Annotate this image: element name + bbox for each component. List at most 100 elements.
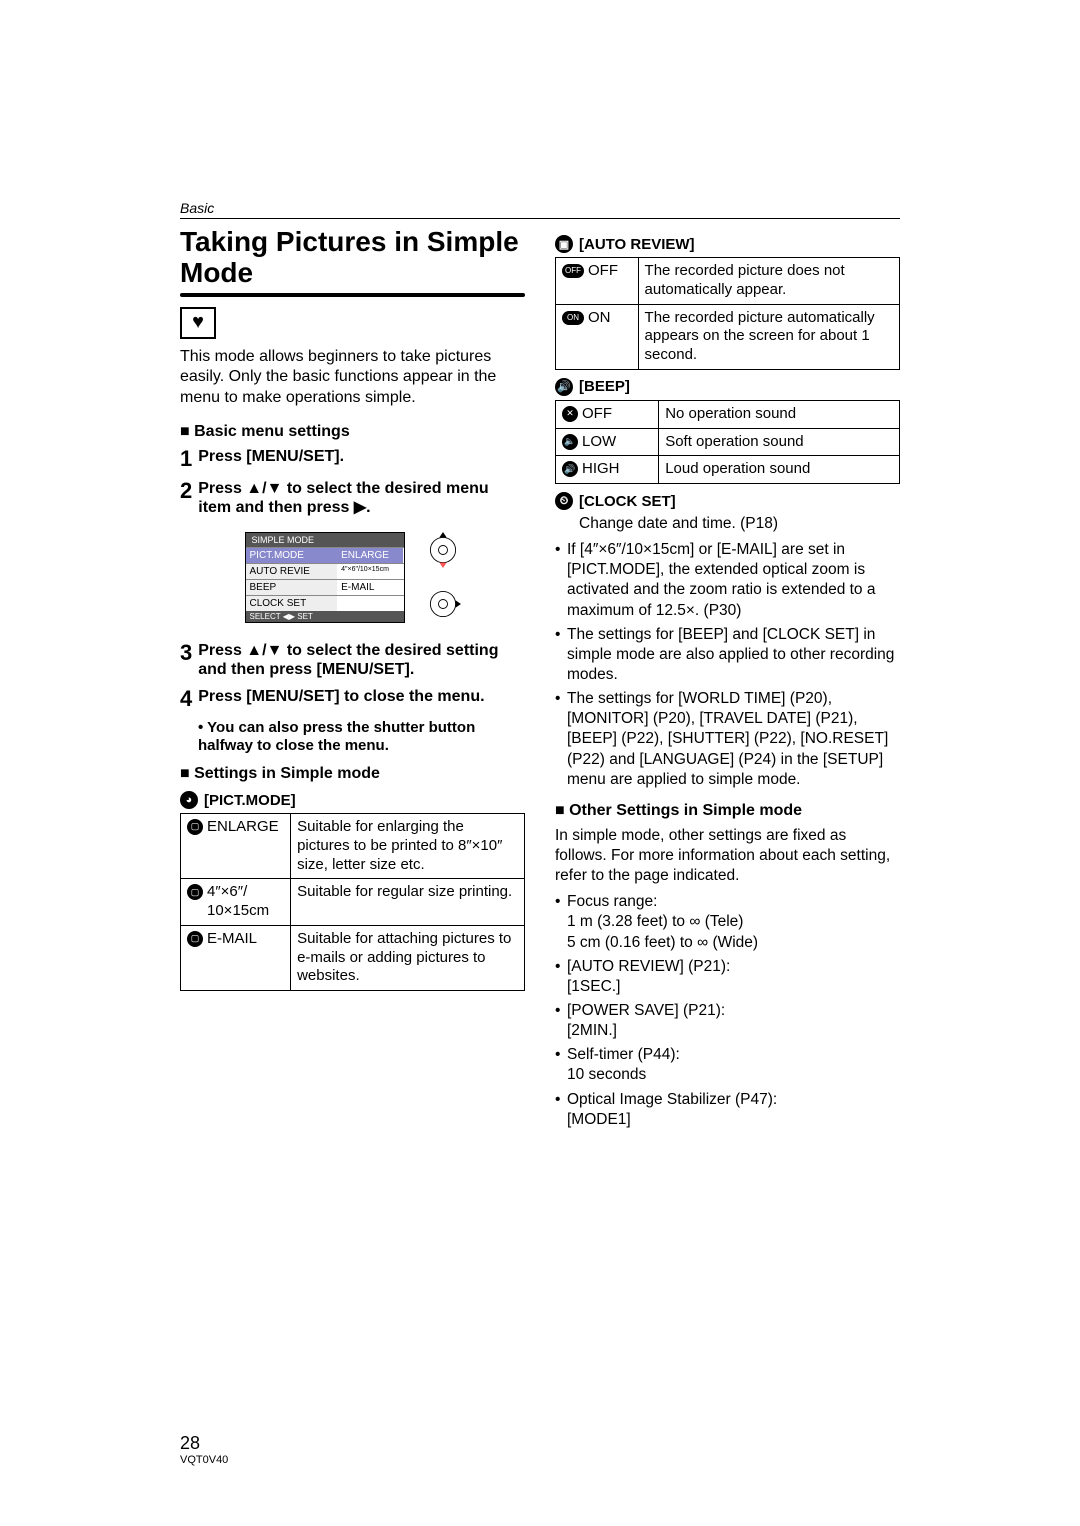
settings-heading: Settings in Simple mode (180, 765, 525, 783)
bullet-item: Focus range: 1 m (3.28 feet) to ∞ (Tele)… (555, 892, 900, 952)
beep-row1-name: LOW (582, 433, 616, 452)
step-text-4: Press [MENU/SET] to close the menu. (198, 687, 484, 706)
bullet-item: If [4″×6″/10×15cm] or [E-MAIL] are set i… (555, 540, 900, 621)
beep-row2-name: HIGH (582, 460, 620, 479)
lcd-left-2: BEEP (246, 580, 338, 595)
bullet-item: Self-timer (P44): 10 seconds (555, 1045, 900, 1085)
other-settings-intro: In simple mode, other settings are fixed… (555, 826, 900, 886)
table-row: ✕OFF No operation sound (556, 400, 900, 428)
pictmode-row2-desc: Suitable for attaching pictures to e-mai… (291, 925, 525, 990)
bullet-sub: 5 cm (0.16 feet) to ∞ (Wide) (567, 933, 900, 953)
step-text-2: Press ▲/▼ to select the desired menu ite… (198, 479, 525, 517)
lcd-right-1: 4"×6"/10×15cm (337, 564, 403, 579)
beep-row0-desc: No operation sound (659, 400, 900, 428)
pictmode-label: [PICT.MODE] (204, 792, 296, 809)
step-text-1: Press [MENU/SET]. (198, 447, 344, 466)
right-bullets: If [4″×6″/10×15cm] or [E-MAIL] are set i… (555, 540, 900, 790)
bullet-item: The settings for [WORLD TIME] (P20), [MO… (555, 689, 900, 790)
step-1: 1 Press [MENU/SET]. (180, 447, 525, 471)
title-rule (180, 293, 525, 297)
bullet-main: Focus range: (567, 893, 657, 910)
bullet-sub: 1 m (3.28 feet) to ∞ (Tele) (567, 912, 900, 932)
lcd-title: SIMPLE MODE (246, 533, 404, 547)
lcd-row-0: PICT.MODE ENLARGE (246, 547, 404, 563)
bullet-main: [AUTO REVIEW] (P21): (567, 958, 730, 975)
table-row: 🔊HIGH Loud operation sound (556, 456, 900, 484)
dial-updown-icon (425, 532, 461, 568)
basic-menu-heading: Basic menu settings (180, 423, 525, 441)
bullet-sub: [MODE1] (567, 1110, 900, 1130)
step-4: 4 Press [MENU/SET] to close the menu. (180, 687, 525, 711)
size-icon: ▢ (187, 884, 203, 900)
page-title: Taking Pictures in Simple Mode (180, 227, 525, 289)
bullet-main: [POWER SAVE] (P21): (567, 1002, 725, 1019)
other-settings-heading: Other Settings in Simple mode (555, 802, 900, 820)
header-rule (180, 218, 900, 219)
clockset-heading: ⏲ [CLOCK SET] (555, 492, 900, 510)
header-category: Basic (180, 200, 900, 216)
table-row: ▢ENLARGE Suitable for enlarging the pict… (181, 814, 525, 879)
beep-low-icon: 🔈 (562, 434, 578, 450)
step-3: 3 Press ▲/▼ to select the desired settin… (180, 641, 525, 679)
pictmode-row2-name: E-MAIL (207, 930, 257, 949)
clockset-text: Change date and time. (P18) (579, 514, 900, 534)
beep-off-icon: ✕ (562, 406, 578, 422)
lcd-left-1: AUTO REVIE (246, 564, 338, 579)
bullet-sub: 10 seconds (567, 1065, 900, 1085)
page-footer: 28 VQT0V40 (180, 1425, 228, 1466)
step-number-4: 4 (180, 687, 192, 711)
autoreview-label: [AUTO REVIEW] (579, 236, 695, 253)
control-dials (425, 532, 461, 622)
bullet-item: [POWER SAVE] (P21): [2MIN.] (555, 1001, 900, 1041)
enlarge-icon: ▢ (187, 819, 203, 835)
bullet-item: [AUTO REVIEW] (P21): [1SEC.] (555, 957, 900, 997)
pictmode-row0-name: ENLARGE (207, 818, 279, 837)
bullet-sub: [2MIN.] (567, 1021, 900, 1041)
lcd-right-2: E-MAIL (337, 580, 403, 595)
clockset-label: [CLOCK SET] (579, 493, 676, 510)
pictmode-row1-name: 4″×6″/ 10×15cm (207, 883, 284, 921)
lcd-screenshot: SIMPLE MODE PICT.MODE ENLARGE AUTO REVIE… (245, 532, 405, 623)
right-column: ▣ [AUTO REVIEW] OFFOFF The recorded pict… (555, 227, 900, 1134)
beep-label: [BEEP] (579, 378, 630, 395)
off-icon: OFF (562, 264, 584, 278)
lcd-left-3: CLOCK SET (246, 596, 338, 611)
table-row: OFFOFF The recorded picture does not aut… (556, 258, 900, 305)
table-row: 🔈LOW Soft operation sound (556, 428, 900, 456)
bullet-main: Optical Image Stabilizer (P47): (567, 1091, 777, 1108)
pictmode-row1-desc: Suitable for regular size printing. (291, 879, 525, 926)
page-number: 28 (180, 1433, 228, 1454)
autoreview-row1-name: ON (588, 309, 611, 328)
beep-high-icon: 🔊 (562, 461, 578, 477)
left-column: Taking Pictures in Simple Mode ♥ This mo… (180, 227, 525, 1134)
bullet-main: Self-timer (P44): (567, 1046, 680, 1063)
email-icon: ▢ (187, 931, 203, 947)
content-columns: Taking Pictures in Simple Mode ♥ This mo… (180, 227, 900, 1134)
dial-right-icon (425, 586, 461, 622)
autoreview-table: OFFOFF The recorded picture does not aut… (555, 257, 900, 370)
step-4-note: • You can also press the shutter button … (198, 719, 525, 755)
step-number-2: 2 (180, 479, 192, 503)
step-number-1: 1 (180, 447, 192, 471)
table-row: ▢E-MAIL Suitable for attaching pictures … (181, 925, 525, 990)
lcd-row-1: AUTO REVIE 4"×6"/10×15cm (246, 563, 404, 579)
bullet-item: Optical Image Stabilizer (P47): [MODE1] (555, 1090, 900, 1130)
clock-icon: ⏲ (555, 492, 573, 510)
beep-icon: 🔊 (555, 378, 573, 396)
lcd-right-3 (337, 596, 403, 611)
doc-code: VQT0V40 (180, 1454, 228, 1466)
beep-row1-desc: Soft operation sound (659, 428, 900, 456)
pictmode-row0-desc: Suitable for enlarging the pictures to b… (291, 814, 525, 879)
bullet-item: The settings for [BEEP] and [CLOCK SET] … (555, 625, 900, 685)
pictmode-table: ▢ENLARGE Suitable for enlarging the pict… (180, 813, 525, 991)
lcd-right-0: ENLARGE (337, 548, 403, 563)
on-icon: ON (562, 311, 584, 325)
table-row: ▢4″×6″/ 10×15cm Suitable for regular siz… (181, 879, 525, 926)
lcd-screenshot-row: SIMPLE MODE PICT.MODE ENLARGE AUTO REVIE… (180, 532, 525, 623)
lcd-footer: SELECT ◀▶ SET (246, 611, 404, 622)
beep-row0-name: OFF (582, 405, 612, 424)
pictmode-icon: ◕ (180, 791, 198, 809)
beep-table: ✕OFF No operation sound 🔈LOW Soft operat… (555, 400, 900, 484)
bullet-sub: [1SEC.] (567, 977, 900, 997)
lcd-left-0: PICT.MODE (246, 548, 338, 563)
